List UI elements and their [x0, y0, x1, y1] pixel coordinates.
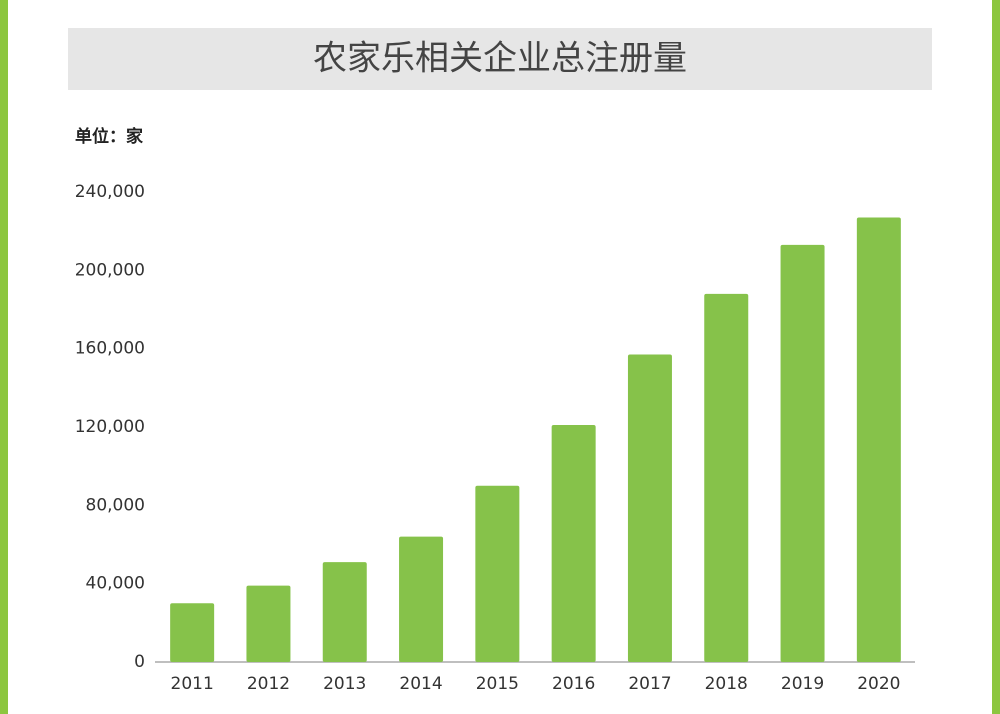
- right-border: [992, 0, 1000, 714]
- bar: [322, 562, 367, 662]
- bar: [246, 585, 291, 662]
- left-border: [0, 0, 8, 714]
- x-tick-label: 2013: [323, 674, 366, 694]
- x-tick-label: 2011: [171, 674, 214, 694]
- y-tick-label: 0: [134, 652, 145, 672]
- y-tick-label: 80,000: [86, 495, 145, 515]
- x-tick-label: 2019: [781, 674, 824, 694]
- bar: [627, 354, 672, 662]
- bar: [399, 536, 444, 662]
- bar: [475, 485, 520, 662]
- unit-label: 单位：家: [75, 126, 143, 147]
- bar: [780, 244, 825, 662]
- x-tick-label: 2015: [476, 674, 519, 694]
- x-tick-label: 2018: [705, 674, 748, 694]
- x-tick-label: 2017: [628, 674, 671, 694]
- y-tick-label: 240,000: [75, 182, 145, 202]
- y-tick-label: 160,000: [75, 339, 145, 359]
- bar: [170, 603, 215, 662]
- x-tick-label: 2016: [552, 674, 595, 694]
- title-box: [68, 28, 932, 90]
- x-tick-label: 2014: [399, 674, 442, 694]
- bar: [856, 217, 901, 663]
- y-tick-label: 120,000: [75, 417, 145, 437]
- bar: [704, 293, 749, 662]
- x-tick-label: 2012: [247, 674, 290, 694]
- bar: [551, 425, 596, 662]
- y-tick-label: 200,000: [75, 260, 145, 280]
- chart-title: 农家乐相关企业总注册量: [313, 39, 687, 79]
- x-tick-label: 2020: [857, 674, 900, 694]
- y-tick-label: 40,000: [86, 574, 145, 594]
